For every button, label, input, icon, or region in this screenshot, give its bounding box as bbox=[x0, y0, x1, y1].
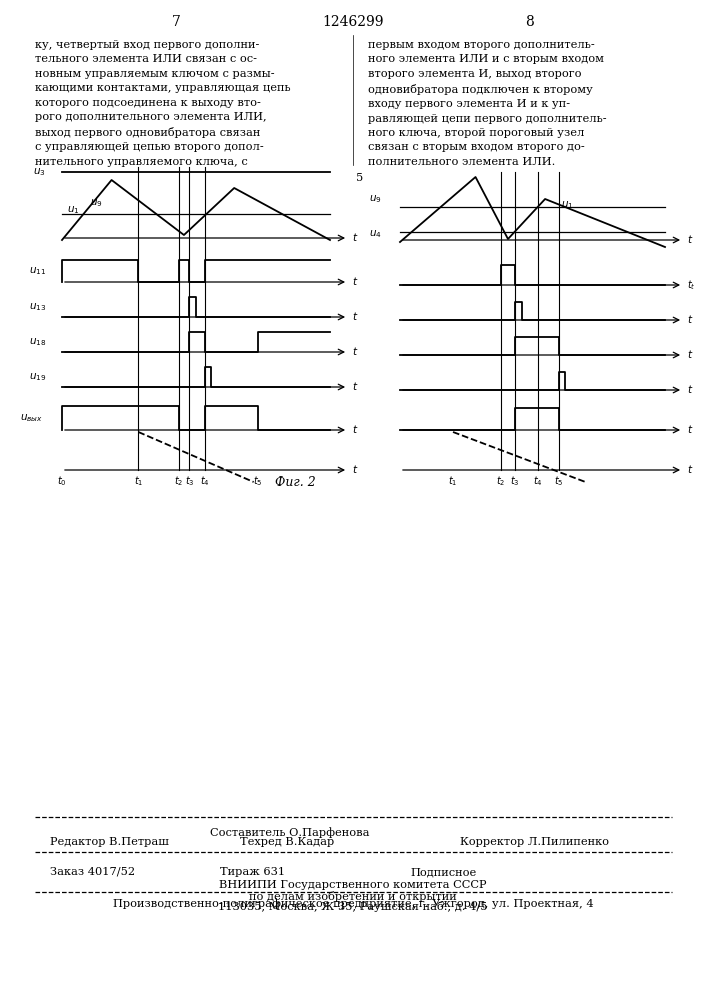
Text: t: t bbox=[352, 382, 356, 392]
Text: $u_9$: $u_9$ bbox=[369, 193, 382, 205]
Text: Составитель О.Парфенова: Составитель О.Парфенова bbox=[210, 827, 370, 838]
Text: $u_{19}$: $u_{19}$ bbox=[28, 371, 46, 383]
Text: $u_{18}$: $u_{18}$ bbox=[28, 336, 46, 348]
Text: t: t bbox=[352, 425, 356, 435]
Text: $u_9$: $u_9$ bbox=[90, 197, 103, 209]
Text: Фиг. 2: Фиг. 2 bbox=[274, 476, 315, 488]
Text: $t_1$: $t_1$ bbox=[134, 474, 143, 488]
Text: Подписное: Подписное bbox=[410, 867, 477, 877]
Text: по делам изобретений и открытий: по делам изобретений и открытий bbox=[249, 890, 457, 902]
Text: t: t bbox=[687, 465, 691, 475]
Text: $t_t$: $t_t$ bbox=[687, 278, 696, 292]
Text: Корректор Л.Пилипенко: Корректор Л.Пилипенко bbox=[460, 837, 609, 847]
Text: $u_1$: $u_1$ bbox=[561, 199, 573, 211]
Text: 8: 8 bbox=[525, 15, 534, 29]
Text: Редактор В.Петраш: Редактор В.Петраш bbox=[50, 837, 169, 847]
Text: $t_1$: $t_1$ bbox=[448, 474, 457, 488]
Text: Заказ 4017/52: Заказ 4017/52 bbox=[50, 867, 135, 877]
Text: Тираж 631: Тираж 631 bbox=[220, 867, 285, 877]
Text: t: t bbox=[352, 277, 356, 287]
Text: 5: 5 bbox=[356, 173, 363, 183]
Text: $u_3$: $u_3$ bbox=[33, 166, 46, 178]
Text: $t_0$: $t_0$ bbox=[57, 474, 67, 488]
Text: t: t bbox=[687, 315, 691, 325]
Text: t: t bbox=[352, 347, 356, 357]
Text: t: t bbox=[352, 465, 356, 475]
Text: $u_{вых}$: $u_{вых}$ bbox=[21, 412, 43, 424]
Text: $t_5$: $t_5$ bbox=[253, 474, 262, 488]
Text: t: t bbox=[687, 385, 691, 395]
Text: Техред В.Кадар: Техред В.Кадар bbox=[240, 837, 334, 847]
Text: $u_4$: $u_4$ bbox=[368, 228, 382, 240]
Text: ВНИИПИ Государственного комитета СССР: ВНИИПИ Государственного комитета СССР bbox=[219, 880, 486, 890]
Text: t: t bbox=[352, 312, 356, 322]
Text: $t_5$: $t_5$ bbox=[554, 474, 563, 488]
Text: 7: 7 bbox=[172, 15, 180, 29]
Text: $u_1$: $u_1$ bbox=[67, 204, 80, 216]
Text: t: t bbox=[352, 233, 356, 243]
Text: первым входом второго дополнитель-
ного элемента ИЛИ и с вторым входом
второго э: первым входом второго дополнитель- ного … bbox=[368, 40, 607, 167]
Text: t: t bbox=[687, 350, 691, 360]
Text: Производственно-полиграфическое предприятие, г. Ужгород, ул. Проектная, 4: Производственно-полиграфическое предприя… bbox=[112, 899, 593, 909]
Text: $t_4$: $t_4$ bbox=[533, 474, 543, 488]
Text: $t_3$: $t_3$ bbox=[185, 474, 194, 488]
Text: ку, четвертый вход первого дополни-
тельного элемента ИЛИ связан с ос-
новным уп: ку, четвертый вход первого дополни- тель… bbox=[35, 40, 291, 167]
Text: $u_{11}$: $u_{11}$ bbox=[29, 265, 46, 277]
Text: $t_2$: $t_2$ bbox=[496, 474, 506, 488]
Text: $t_2$: $t_2$ bbox=[174, 474, 183, 488]
Text: $t_4$: $t_4$ bbox=[201, 474, 210, 488]
Text: 113035, Москва, Ж-35, Раушская наб., д. 4/5: 113035, Москва, Ж-35, Раушская наб., д. … bbox=[218, 902, 488, 912]
Text: 1246299: 1246299 bbox=[322, 15, 384, 29]
Text: $u_{13}$: $u_{13}$ bbox=[29, 301, 46, 313]
Text: $t_3$: $t_3$ bbox=[510, 474, 520, 488]
Text: t: t bbox=[687, 425, 691, 435]
Text: t: t bbox=[687, 235, 691, 245]
